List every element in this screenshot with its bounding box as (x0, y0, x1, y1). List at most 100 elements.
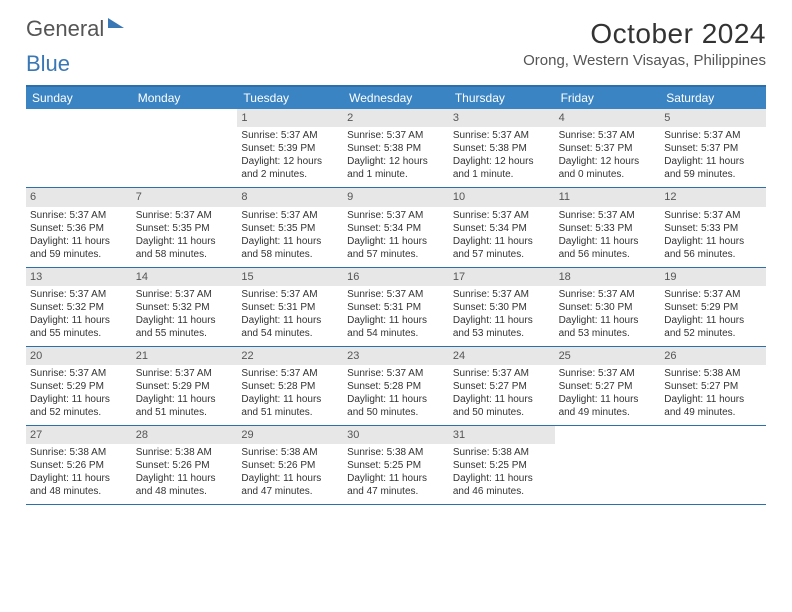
day-number: 19 (660, 268, 766, 286)
day-number: 13 (26, 268, 132, 286)
day-number: 28 (132, 426, 238, 444)
calendar-cell: 24Sunrise: 5:37 AMSunset: 5:27 PMDayligh… (449, 347, 555, 425)
sunrise-text: Sunrise: 5:38 AM (136, 446, 234, 459)
sunset-text: Sunset: 5:27 PM (453, 380, 551, 393)
daylight-text: Daylight: 11 hours and 52 minutes. (30, 393, 128, 419)
daylight-text: Daylight: 11 hours and 52 minutes. (664, 314, 762, 340)
daylight-text: Daylight: 11 hours and 53 minutes. (453, 314, 551, 340)
calendar-cell: 21Sunrise: 5:37 AMSunset: 5:29 PMDayligh… (132, 347, 238, 425)
calendar-cell: 22Sunrise: 5:37 AMSunset: 5:28 PMDayligh… (237, 347, 343, 425)
sunset-text: Sunset: 5:30 PM (559, 301, 657, 314)
day-number: 11 (555, 188, 661, 206)
title-block: October 2024 Orong, Western Visayas, Phi… (523, 18, 766, 69)
sunset-text: Sunset: 5:38 PM (347, 142, 445, 155)
sunset-text: Sunset: 5:35 PM (241, 222, 339, 235)
sunrise-text: Sunrise: 5:37 AM (453, 129, 551, 142)
calendar-cell: 28 Sunrise: 5:38 AMSunset: 5:26 PMDayligh… (132, 426, 238, 504)
location-subtitle: Orong, Western Visayas, Philippines (523, 52, 766, 69)
calendar-body: 1Sunrise: 5:37 AMSunset: 5:39 PMDaylight… (26, 109, 766, 505)
calendar-cell: 20Sunrise: 5:37 AMSunset: 5:29 PMDayligh… (26, 347, 132, 425)
day-number: 18 (555, 268, 661, 286)
sunset-text: Sunset: 5:37 PM (664, 142, 762, 155)
day-number: 26 (660, 347, 766, 365)
daylight-text: Daylight: 11 hours and 53 minutes. (559, 314, 657, 340)
sunrise-text: Sunrise: 5:37 AM (453, 288, 551, 301)
month-title: October 2024 (523, 18, 766, 50)
day-number: 20 (26, 347, 132, 365)
calendar-cell: 19Sunrise: 5:37 AMSunset: 5:29 PMDayligh… (660, 268, 766, 346)
sunset-text: Sunset: 5:27 PM (559, 380, 657, 393)
sunrise-text: Sunrise: 5:37 AM (664, 288, 762, 301)
day-number: 1 (237, 109, 343, 127)
dayhead-thu: Thursday (449, 87, 555, 109)
daylight-text: Daylight: 12 hours and 1 minute. (347, 155, 445, 181)
daylight-text: Daylight: 11 hours and 47 minutes. (347, 472, 445, 498)
calendar-cell (555, 426, 661, 504)
calendar-cell: 5Sunrise: 5:37 AMSunset: 5:37 PMDaylight… (660, 109, 766, 187)
sunrise-text: Sunrise: 5:37 AM (30, 367, 128, 380)
daylight-text: Daylight: 11 hours and 55 minutes. (30, 314, 128, 340)
sunset-text: Sunset: 5:33 PM (559, 222, 657, 235)
calendar-cell: 25Sunrise: 5:37 AMSunset: 5:27 PMDayligh… (555, 347, 661, 425)
daylight-text: Daylight: 12 hours and 2 minutes. (241, 155, 339, 181)
daylight-text: Daylight: 11 hours and 58 minutes. (241, 235, 339, 261)
calendar-cell: 4Sunrise: 5:37 AMSunset: 5:37 PMDaylight… (555, 109, 661, 187)
day-number: 8 (237, 188, 343, 206)
sunset-text: Sunset: 5:28 PM (241, 380, 339, 393)
sunrise-text: Sunrise: 5:38 AM (347, 446, 445, 459)
day-number: 23 (343, 347, 449, 365)
daylight-text: Daylight: 11 hours and 56 minutes. (559, 235, 657, 261)
calendar-cell: 27Sunrise: 5:38 AMSunset: 5:26 PMDayligh… (26, 426, 132, 504)
daylight-text: Daylight: 11 hours and 54 minutes. (241, 314, 339, 340)
calendar-cell: 12Sunrise: 5:37 AMSunset: 5:33 PMDayligh… (660, 188, 766, 266)
daylight-text: Daylight: 11 hours and 59 minutes. (30, 235, 128, 261)
day-number: 31 (449, 426, 555, 444)
logo-text-2: Blue (26, 53, 70, 75)
calendar-cell: 30Sunrise: 5:38 AMSunset: 5:25 PMDayligh… (343, 426, 449, 504)
calendar-cell: 10Sunrise: 5:37 AMSunset: 5:34 PMDayligh… (449, 188, 555, 266)
calendar-cell: 1Sunrise: 5:37 AMSunset: 5:39 PMDaylight… (237, 109, 343, 187)
day-number (555, 426, 661, 430)
calendar-cell: 3Sunrise: 5:37 AMSunset: 5:38 PMDaylight… (449, 109, 555, 187)
calendar-cell (132, 109, 238, 187)
sunrise-text: Sunrise: 5:37 AM (347, 367, 445, 380)
dayhead-tue: Tuesday (237, 87, 343, 109)
sunrise-text: Sunrise: 5:37 AM (30, 288, 128, 301)
daylight-text: Daylight: 11 hours and 48 minutes. (136, 472, 234, 498)
day-number: 5 (660, 109, 766, 127)
calendar-cell: 8Sunrise: 5:37 AMSunset: 5:35 PMDaylight… (237, 188, 343, 266)
day-number: 24 (449, 347, 555, 365)
sunrise-text: Sunrise: 5:37 AM (241, 129, 339, 142)
dayhead-sat: Saturday (660, 87, 766, 109)
daylight-text: Daylight: 11 hours and 50 minutes. (453, 393, 551, 419)
sunset-text: Sunset: 5:37 PM (559, 142, 657, 155)
calendar-cell: 17Sunrise: 5:37 AMSunset: 5:30 PMDayligh… (449, 268, 555, 346)
sunrise-text: Sunrise: 5:37 AM (559, 209, 657, 222)
daylight-text: Daylight: 11 hours and 55 minutes. (136, 314, 234, 340)
sunset-text: Sunset: 5:30 PM (453, 301, 551, 314)
calendar-week: 27Sunrise: 5:38 AMSunset: 5:26 PMDayligh… (26, 426, 766, 505)
sunset-text: Sunset: 5:34 PM (453, 222, 551, 235)
day-number: 7 (132, 188, 238, 206)
logo-triangle-icon (108, 18, 124, 28)
sunset-text: Sunset: 5:31 PM (241, 301, 339, 314)
sunrise-text: Sunrise: 5:37 AM (136, 288, 234, 301)
day-number: 9 (343, 188, 449, 206)
calendar-cell: 23Sunrise: 5:37 AMSunset: 5:28 PMDayligh… (343, 347, 449, 425)
sunrise-text: Sunrise: 5:38 AM (30, 446, 128, 459)
calendar-cell: 2Sunrise: 5:37 AMSunset: 5:38 PMDaylight… (343, 109, 449, 187)
calendar-cell (660, 426, 766, 504)
calendar-week: 1Sunrise: 5:37 AMSunset: 5:39 PMDaylight… (26, 109, 766, 188)
calendar-cell: 18Sunrise: 5:37 AMSunset: 5:30 PMDayligh… (555, 268, 661, 346)
sunrise-text: Sunrise: 5:37 AM (347, 129, 445, 142)
sunrise-text: Sunrise: 5:37 AM (30, 209, 128, 222)
sunset-text: Sunset: 5:38 PM (453, 142, 551, 155)
daylight-text: Daylight: 11 hours and 48 minutes. (30, 472, 128, 498)
calendar-cell: 14Sunrise: 5:37 AMSunset: 5:32 PMDayligh… (132, 268, 238, 346)
daylight-text: Daylight: 11 hours and 54 minutes. (347, 314, 445, 340)
daylight-text: Daylight: 11 hours and 59 minutes. (664, 155, 762, 181)
sunrise-text: Sunrise: 5:37 AM (664, 209, 762, 222)
daylight-text: Daylight: 11 hours and 47 minutes. (241, 472, 339, 498)
sunset-text: Sunset: 5:26 PM (136, 459, 234, 472)
logo-text-1: General (26, 18, 104, 40)
